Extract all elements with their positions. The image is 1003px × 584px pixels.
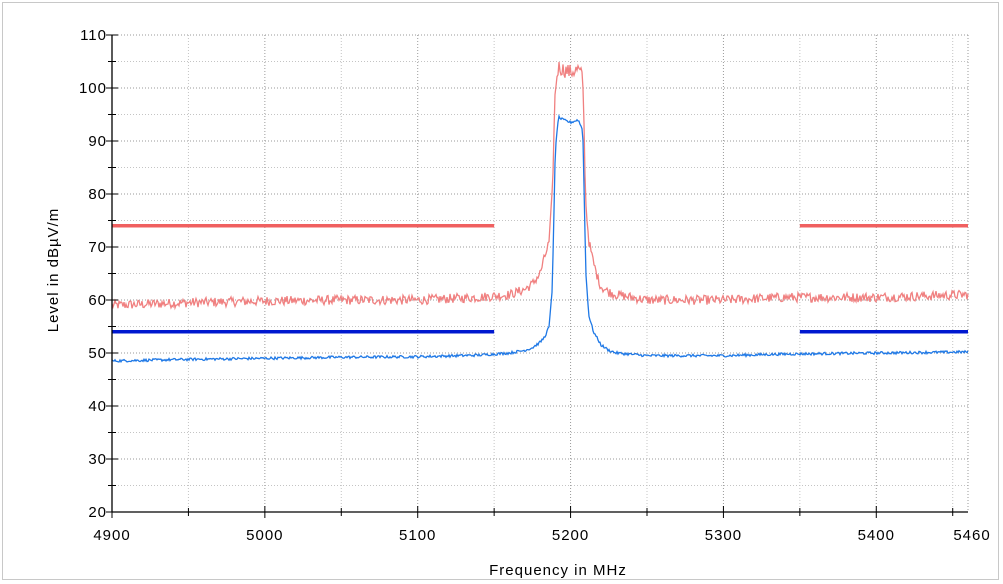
limit-lines: [112, 224, 968, 334]
x-tick-label: 5100: [399, 527, 436, 544]
x-tick-label: 5460: [953, 527, 990, 544]
x-tick-label: 5000: [246, 527, 283, 544]
y-tick-labels: 20 30 40 50 60 70 80 90 100 110: [79, 27, 107, 521]
y-tick-label: 60: [88, 292, 107, 309]
y-tick-label: 80: [88, 186, 107, 203]
x-axis-title: Frequency in MHz: [489, 562, 627, 579]
peak-trace-line: [111, 61, 969, 311]
y-tick-label: 110: [80, 27, 107, 44]
axes: [106, 34, 968, 518]
x-tick-label: 5300: [705, 527, 742, 544]
x-tick-label: 5400: [858, 527, 895, 544]
x-tick-label: 4900: [93, 527, 130, 544]
average-trace-line: [111, 113, 969, 364]
traces: [111, 61, 969, 364]
y-axis-title: Level in dBµV/m: [45, 208, 62, 333]
y-tick-label: 90: [88, 133, 107, 150]
x-tick-labels: 4900 5000 5100 5200 5300 5400 5460: [93, 527, 990, 544]
y-tick-label: 70: [88, 239, 107, 256]
x-tick-label: 5200: [552, 527, 589, 544]
y-tick-label: 100: [79, 80, 107, 97]
y-tick-label: 30: [88, 451, 107, 468]
y-tick-label: 20: [88, 504, 107, 521]
y-tick-label: 50: [88, 345, 107, 362]
y-tick-label: 40: [88, 398, 107, 415]
